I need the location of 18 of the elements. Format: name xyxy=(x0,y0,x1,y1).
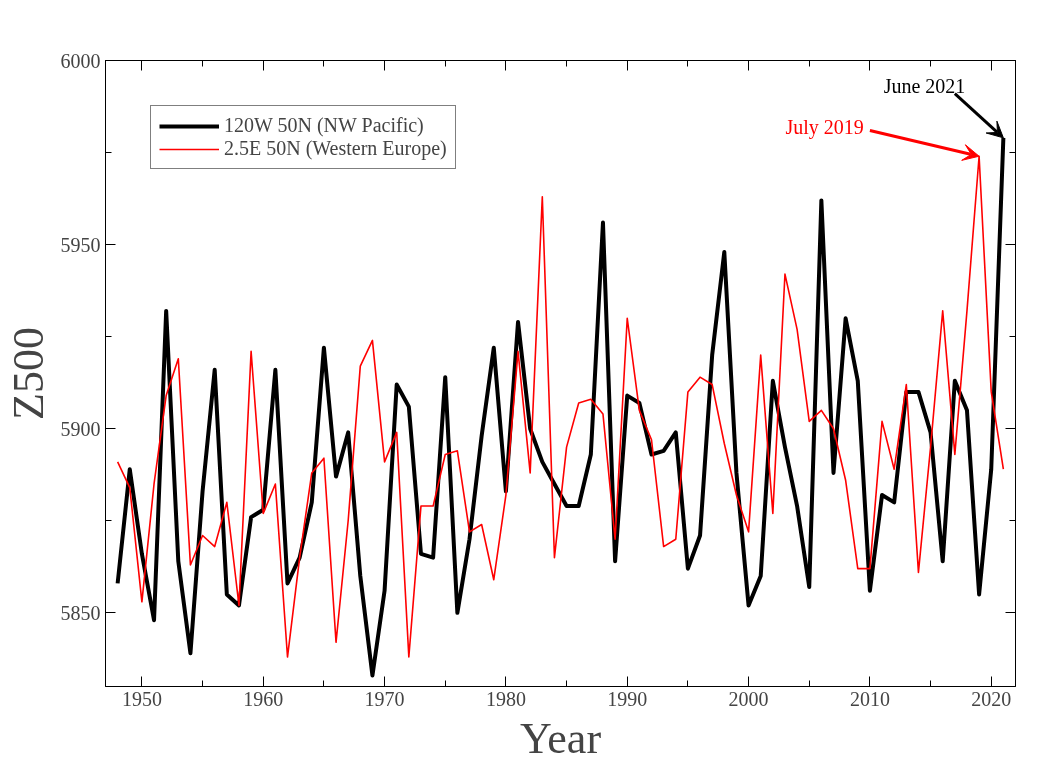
x-tick-label: 2010 xyxy=(849,687,890,710)
x-tick-label: 1960 xyxy=(243,687,284,710)
annotation: June 2021 xyxy=(883,75,966,98)
x-axis-title: Year xyxy=(519,713,602,763)
y-axis-title: Z500 xyxy=(3,327,53,420)
legend-label: 120W 50N (NW Pacific) xyxy=(224,114,424,137)
x-tick-label: 1990 xyxy=(607,687,648,710)
x-tick-label: 2000 xyxy=(728,687,769,710)
x-tick-label: 1970 xyxy=(364,687,405,710)
x-tick-label: 1950 xyxy=(121,687,162,710)
x-tick-label: 2020 xyxy=(971,687,1012,710)
y-tick-label: 5850 xyxy=(60,601,101,624)
y-tick-label: 5950 xyxy=(60,233,101,256)
annotation: July 2019 xyxy=(785,115,864,139)
x-tick-label: 1980 xyxy=(485,687,526,710)
legend-label: 2.5E 50N (Western Europe) xyxy=(224,137,447,160)
y-tick-label: 5900 xyxy=(60,417,101,440)
y-tick-label: 6000 xyxy=(60,49,101,72)
